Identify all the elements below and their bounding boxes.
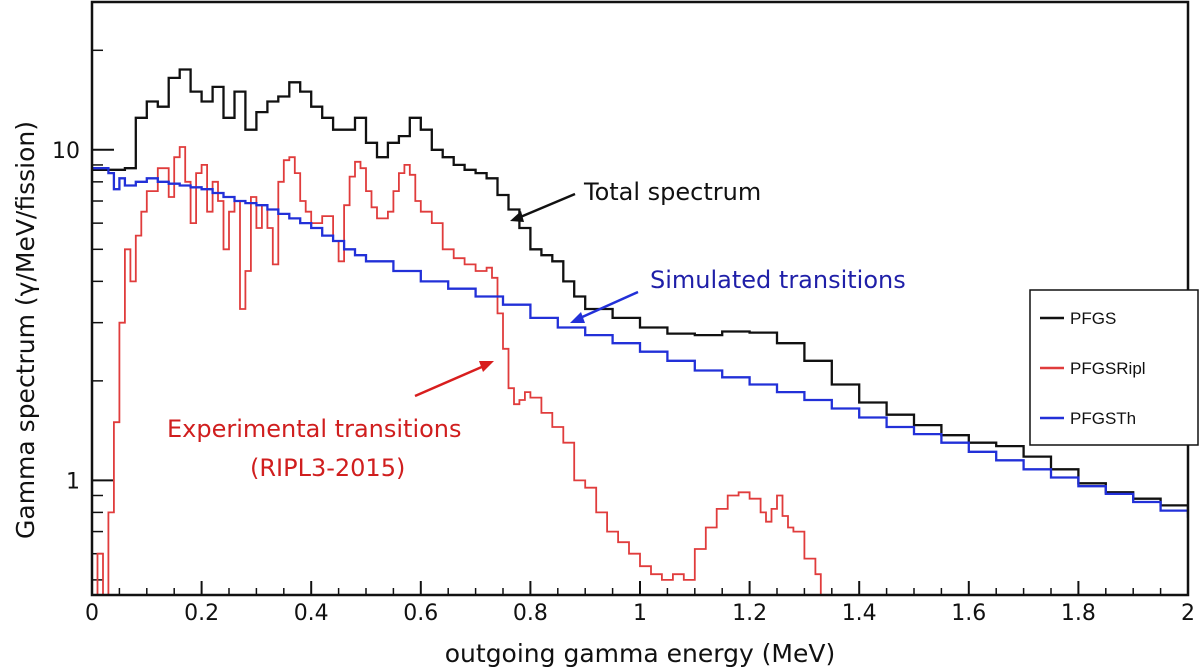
x-tick-label: 0.8: [513, 601, 548, 626]
y-axis-title: Gamma spectrum (γ/MeV/fission): [11, 121, 40, 539]
arrow-experimental-transitions-head: [479, 361, 494, 372]
annotation-simulated-transitions: Simulated transitions: [650, 266, 906, 294]
x-tick-label: 1.2: [732, 601, 767, 626]
x-tick-label: 1.8: [1061, 601, 1096, 626]
x-axis-title: outgoing gamma energy (MeV): [445, 639, 836, 667]
series-line-pfgsripl: [96, 146, 822, 595]
series-layer: [92, 68, 1188, 595]
y-tick-label: 1: [66, 469, 80, 494]
plot-frame: [90, 0, 1190, 597]
x-tick-label: 1: [633, 601, 647, 626]
arrow-total-spectrum-head: [510, 211, 524, 222]
x-tick-label: 0.4: [294, 601, 329, 626]
annotation-ripl3-2015: (RIPL3-2015): [250, 454, 405, 482]
y-tick-label: 10: [52, 139, 80, 164]
x-tick-label: 0.6: [403, 601, 438, 626]
annotation-arrows: [414, 192, 639, 398]
x-tick-label: 0: [85, 601, 99, 626]
legend-label-pfgsripl: PFGSRipl: [1070, 359, 1146, 378]
legend: PFGS PFGSRipl PFGSTh: [1029, 289, 1199, 446]
annotations: Total spectrum Simulated transitions Exp…: [167, 178, 906, 482]
x-tick-labels: 0 0.2 0.4 0.6 0.8 1 1.2 1.4 1.6 1.8 2: [85, 601, 1195, 626]
annotation-experimental-transitions: Experimental transitions: [167, 415, 462, 443]
series-line-pfgsth: [92, 167, 1188, 518]
annotation-total-spectrum: Total spectrum: [583, 178, 761, 206]
arrow-simulated-transitions: [579, 290, 639, 320]
x-tick-label: 1.4: [842, 601, 877, 626]
x-tick-label: 1.6: [951, 601, 986, 626]
arrow-experimental-transitions: [414, 364, 485, 398]
arrow-total-spectrum: [517, 192, 576, 220]
legend-label-pfgs: PFGS: [1070, 309, 1116, 328]
arrow-simulated-transitions-head: [570, 312, 585, 323]
legend-label-pfgsth: PFGSTh: [1070, 409, 1136, 428]
x-tick-label: 0.2: [184, 601, 219, 626]
x-tick-label: 2: [1181, 601, 1195, 626]
y-tick-labels: 1 10: [52, 139, 80, 495]
series-line-pfgs: [92, 68, 1188, 515]
